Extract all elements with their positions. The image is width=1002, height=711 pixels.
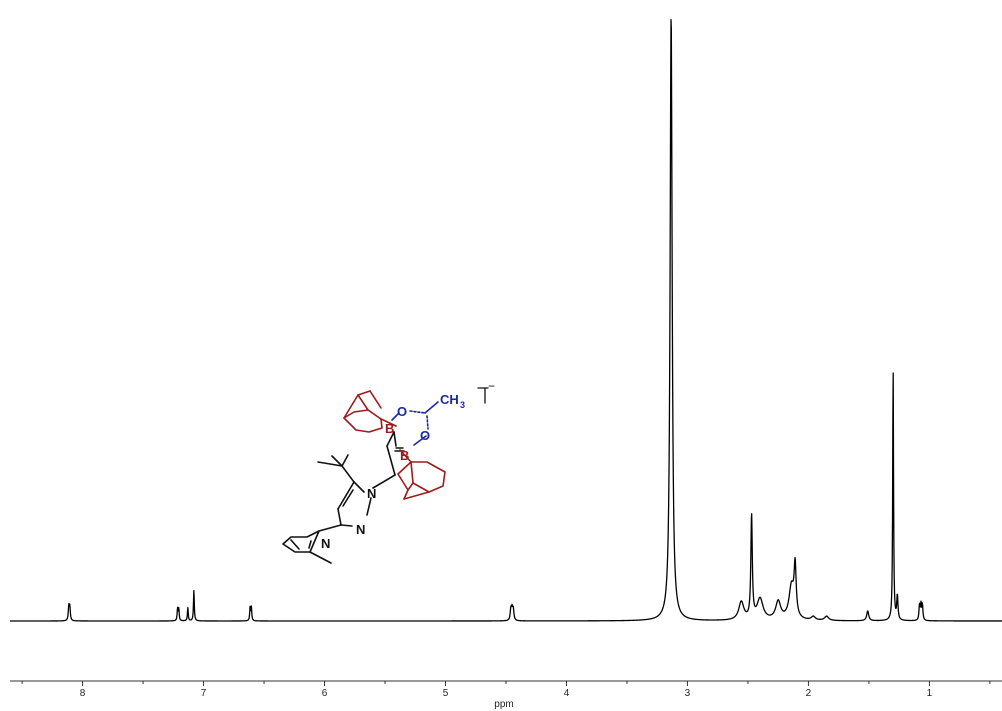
x-tick-label: 2	[806, 688, 812, 699]
stereo-hash-bond	[394, 447, 405, 452]
lower-9-bbn	[397, 449, 446, 500]
acetate-o1-label: O	[397, 404, 407, 419]
upper-boron-label: B	[385, 421, 394, 436]
pyrazole-n2-label: N	[356, 522, 365, 537]
ethyl-linker	[386, 431, 397, 476]
lower-boron-label: B	[400, 448, 409, 463]
acetate-o2-label: O	[420, 428, 430, 443]
x-tick-label: 1	[927, 688, 933, 699]
x-tick-label: 8	[80, 688, 86, 699]
spectrum-trace	[9, 19, 1002, 622]
pyrazole-ring	[337, 474, 396, 527]
charge-label: −	[488, 379, 495, 393]
pyridine-nitrogen-label: N	[321, 536, 330, 551]
x-ticks: 8 7 6 5 4 3 2 1	[21, 681, 991, 699]
x-tick-label: 6	[322, 688, 328, 699]
acetate-methyl-label: CH	[440, 392, 459, 407]
pyridine-ring	[282, 524, 342, 564]
pyridine-methyl-bond	[309, 551, 332, 564]
tert-butyl-group	[317, 454, 355, 483]
pyrazole-n1-label: N	[367, 486, 376, 501]
x-tick-label: 5	[443, 688, 449, 699]
x-axis-title: ppm	[494, 699, 513, 710]
x-tick-label: 4	[564, 688, 570, 699]
acetate-methyl-subscript: 3	[460, 400, 465, 410]
acetate-bridge	[391, 401, 439, 446]
charge-bracket	[477, 387, 489, 404]
upper-9-bbn	[343, 390, 397, 433]
molecule-structure: N N N	[282, 379, 495, 564]
x-axis: 8 7 6 5 4 3 2 1 ppm	[10, 680, 1002, 710]
x-tick-label: 3	[685, 688, 691, 699]
x-tick-label: 7	[201, 688, 207, 699]
